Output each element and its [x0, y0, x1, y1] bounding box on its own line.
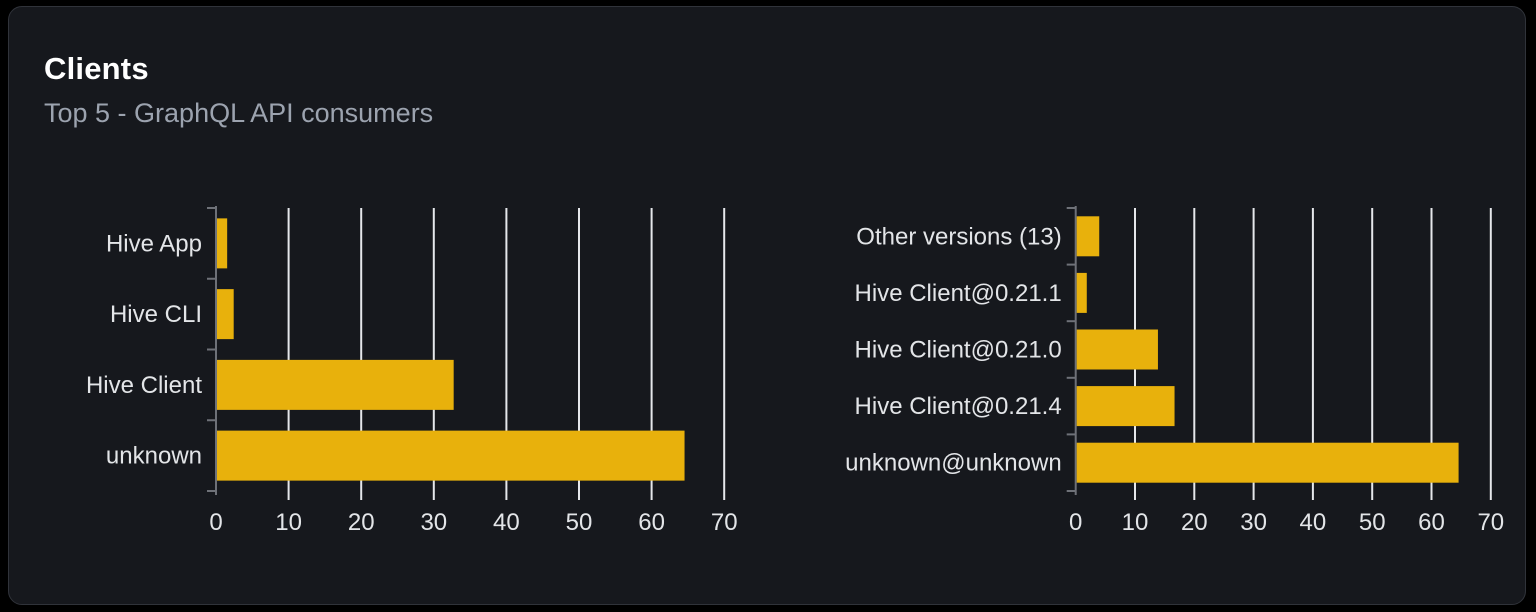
bar-hive-client-0-21-1[interactable] — [1076, 272, 1087, 313]
bar-hive-client-0-21-4[interactable] — [1076, 386, 1175, 427]
x-tick-label: 30 — [420, 509, 447, 536]
bar-hive-cli[interactable] — [217, 289, 234, 340]
x-tick-label: 40 — [1300, 509, 1327, 536]
card-subtitle: Top 5 - GraphQL API consumers — [44, 98, 434, 128]
bar-other-versions-13-[interactable] — [1076, 216, 1100, 257]
bar-hive-client-0-21-0[interactable] — [1076, 329, 1158, 370]
category-label: Other versions (13) — [856, 223, 1061, 250]
x-tick-label: 40 — [493, 509, 520, 536]
x-tick-label: 10 — [1122, 509, 1149, 536]
x-tick-label: 60 — [638, 509, 665, 536]
bar-unknown[interactable] — [217, 430, 685, 481]
x-tick-label: 30 — [1240, 509, 1267, 536]
category-label: Hive Client — [86, 372, 202, 399]
category-label: Hive Client@0.21.0 — [855, 337, 1062, 364]
card-title: Clients — [44, 51, 149, 86]
x-tick-label: 20 — [348, 509, 375, 536]
x-tick-label: 70 — [711, 509, 738, 536]
bar-unknown-unknown[interactable] — [1076, 442, 1459, 483]
category-label: unknown@unknown — [845, 450, 1062, 477]
x-tick-label: 10 — [275, 509, 302, 536]
clients-by-version-chart: 0 10 20 30 40 50 60 70 Other versions (13) Hive C… — [845, 206, 1504, 536]
clients-by-name-chart: 0 10 20 30 40 50 60 70 Hive App Hive CLI Hive Clie… — [86, 206, 738, 536]
x-tick-label: 50 — [1359, 509, 1386, 536]
category-label: Hive Client@0.21.1 — [855, 280, 1062, 307]
x-tick-label: 70 — [1477, 509, 1504, 536]
category-label: Hive Client@0.21.4 — [855, 393, 1062, 420]
x-tick-label: 60 — [1418, 509, 1445, 536]
bar-hive-app[interactable] — [217, 218, 228, 269]
x-tick-label: 0 — [1069, 509, 1082, 536]
bar-hive-client[interactable] — [217, 359, 454, 410]
x-tick-label: 50 — [566, 509, 593, 536]
category-label: Hive CLI — [110, 301, 202, 328]
clients-card: Clients Top 5 - GraphQL API consumers 0 1… — [8, 6, 1526, 605]
x-tick-label: 0 — [209, 509, 222, 536]
x-tick-label: 20 — [1181, 509, 1208, 536]
category-label: Hive App — [106, 230, 202, 257]
category-label: unknown — [106, 443, 202, 470]
